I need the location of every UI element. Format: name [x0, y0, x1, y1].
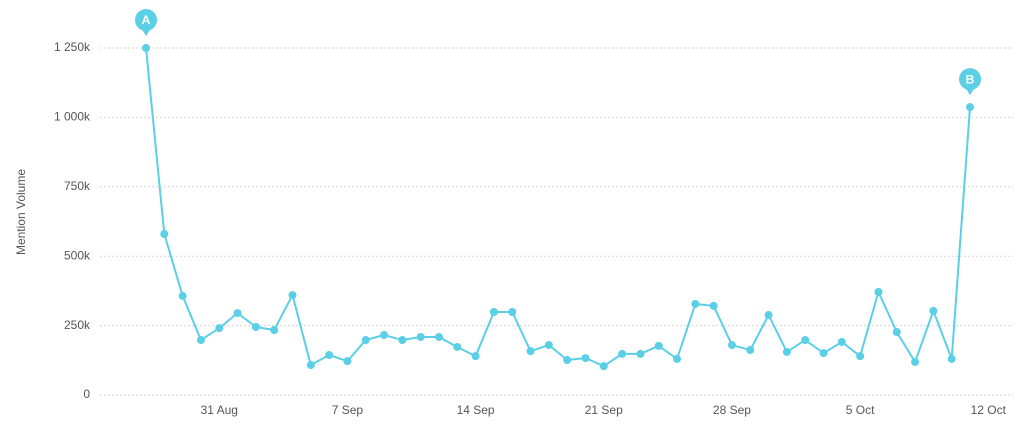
- data-point: [196, 336, 205, 345]
- x-tick-label: 12 Oct: [971, 403, 1007, 417]
- data-point: [270, 326, 279, 335]
- data-point: [746, 346, 755, 355]
- pin-head: [135, 9, 157, 31]
- x-tick-label: 31 Aug: [201, 403, 238, 417]
- data-point: [636, 349, 645, 358]
- data-point: [654, 341, 663, 350]
- data-point: [892, 327, 901, 336]
- data-point: [599, 362, 608, 371]
- data-point: [764, 311, 773, 320]
- pin-head: [959, 68, 981, 91]
- data-point: [306, 361, 315, 370]
- data-point: [251, 322, 260, 331]
- data-point: [563, 356, 572, 365]
- data-point: [215, 324, 224, 333]
- data-point: [471, 352, 480, 361]
- data-point: [727, 341, 736, 350]
- data-point: [380, 331, 389, 340]
- x-tick-label: 7 Sep: [332, 403, 364, 417]
- data-point: [966, 103, 974, 112]
- data-point: [233, 309, 242, 318]
- data-point: [673, 354, 682, 363]
- data-point: [434, 332, 443, 341]
- data-point: [398, 336, 407, 345]
- data-point: [819, 349, 828, 358]
- x-tick-label: 5 Oct: [846, 403, 875, 417]
- x-tick-label: 14 Sep: [457, 403, 495, 417]
- data-point: [709, 301, 718, 310]
- data-point: [618, 349, 627, 358]
- data-point: [691, 299, 700, 308]
- x-tick-label: 21 Sep: [585, 403, 623, 417]
- annotation-pin: A: [135, 9, 157, 36]
- data-point: [489, 307, 498, 316]
- data-point: [544, 341, 553, 350]
- data-point: [581, 354, 590, 363]
- x-tick-label: 28 Sep: [713, 403, 751, 417]
- data-point: [178, 291, 187, 300]
- data-point: [142, 44, 150, 52]
- y-axis-label: Mention Volume: [14, 169, 28, 255]
- y-tick-label: 500k: [64, 248, 91, 262]
- data-point: [856, 352, 865, 361]
- data-point: [160, 229, 169, 238]
- data-point: [874, 288, 883, 297]
- data-point: [325, 351, 334, 360]
- data-point: [453, 342, 462, 351]
- data-point: [416, 332, 425, 341]
- pin-label: A: [142, 13, 151, 27]
- data-point: [361, 336, 370, 345]
- y-tick-label: 1 250k: [54, 40, 91, 54]
- series-line: [145, 47, 971, 368]
- y-tick-label: 1 000k: [54, 110, 91, 124]
- y-tick-label: 0: [83, 387, 90, 401]
- data-point: [947, 354, 956, 363]
- data-point: [343, 357, 352, 366]
- data-point: [782, 347, 791, 356]
- pin-label: B: [966, 72, 975, 86]
- data-point: [911, 357, 920, 366]
- data-point: [837, 337, 846, 346]
- data-point: [508, 307, 517, 316]
- y-tick-label: 250k: [64, 318, 91, 332]
- y-tick-label: 750k: [64, 179, 91, 193]
- data-point: [929, 306, 938, 315]
- data-point: [801, 336, 810, 345]
- data-point: [526, 347, 535, 356]
- data-point: [288, 291, 297, 300]
- annotation-pin: B: [959, 68, 981, 96]
